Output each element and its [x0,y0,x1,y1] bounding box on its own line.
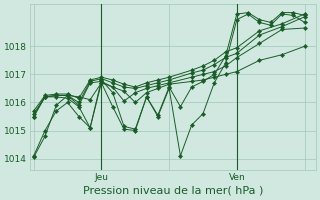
X-axis label: Pression niveau de la mer( hPa ): Pression niveau de la mer( hPa ) [83,186,263,196]
